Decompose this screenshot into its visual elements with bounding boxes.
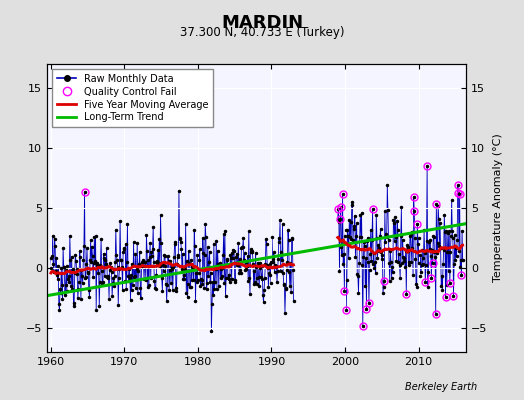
Y-axis label: Temperature Anomaly (°C): Temperature Anomaly (°C) [493,134,503,282]
Text: 37.300 N, 40.733 E (Turkey): 37.300 N, 40.733 E (Turkey) [180,26,344,39]
Legend: Raw Monthly Data, Quality Control Fail, Five Year Moving Average, Long-Term Tren: Raw Monthly Data, Quality Control Fail, … [52,69,213,127]
Text: MARDIN: MARDIN [221,14,303,32]
Text: Berkeley Earth: Berkeley Earth [405,382,477,392]
